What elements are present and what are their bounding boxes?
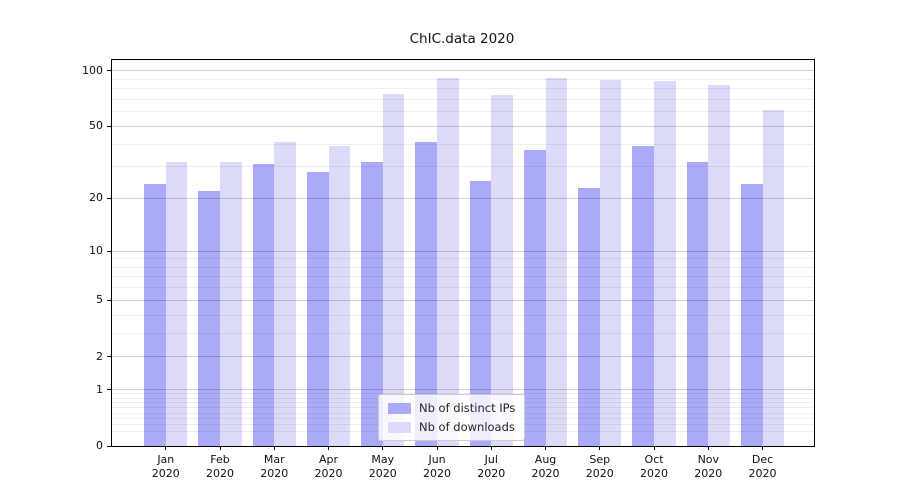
x-tick-label-dec: Dec 2020 xyxy=(748,453,777,480)
bar-downloads-apr xyxy=(328,146,351,446)
y-tick-label-20: 20 xyxy=(89,191,103,205)
bar-downloads-sep xyxy=(599,80,622,446)
bar-downloads-oct xyxy=(654,81,676,446)
x-tick-mark-aug xyxy=(545,446,547,450)
x-tick-mark-apr xyxy=(328,446,330,450)
y-tick-mark-20 xyxy=(107,197,111,199)
legend-swatch-distinct-ips xyxy=(388,402,411,414)
y-tick-label-100: 100 xyxy=(82,63,103,77)
y-tick-mark-2 xyxy=(107,356,111,358)
bar-ips-apr xyxy=(306,172,329,446)
plot-area: Nb of distinct IPs Nb of downloads xyxy=(111,59,815,447)
y-tick-mark-10 xyxy=(107,250,111,252)
y-tick-mark-100 xyxy=(107,70,111,72)
bar-downloads-jul xyxy=(491,95,513,446)
bar-ips-mar xyxy=(252,164,275,446)
bar-downloads-aug xyxy=(545,78,568,446)
y-tick-mark-1 xyxy=(107,389,111,391)
y-tick-label-10: 10 xyxy=(89,244,103,258)
x-tick-label-jan: Jan 2020 xyxy=(151,453,180,480)
legend-label-distinct-ips: Nb of distinct IPs xyxy=(419,401,516,415)
bar-downloads-feb xyxy=(220,161,242,446)
x-tick-mark-jan xyxy=(165,446,167,450)
x-tick-mark-feb xyxy=(219,446,221,450)
x-tick-mark-jul xyxy=(490,446,492,450)
x-tick-mark-mar xyxy=(273,446,275,450)
bar-ips-may xyxy=(361,161,383,446)
x-tick-label-oct: Oct 2020 xyxy=(640,453,669,480)
x-tick-label-may: May 2020 xyxy=(368,453,397,480)
bar-downloads-nov xyxy=(708,84,730,446)
bar-ips-jul xyxy=(469,181,492,446)
y-tick-mark-50 xyxy=(107,125,111,127)
bar-ips-feb xyxy=(198,191,221,446)
x-tick-label-jun: Jun 2020 xyxy=(423,453,452,480)
bar-ips-oct xyxy=(632,146,655,446)
bar-ips-nov xyxy=(686,161,709,446)
y-tick-mark-0 xyxy=(107,445,111,447)
bar-downloads-jan xyxy=(165,161,188,446)
y-tick-label-5: 5 xyxy=(96,293,103,307)
x-tick-label-jul: Jul 2020 xyxy=(477,453,506,480)
x-tick-label-aug: Aug 2020 xyxy=(531,453,560,480)
bar-downloads-jun xyxy=(437,77,459,446)
x-tick-mark-sep xyxy=(599,446,601,450)
x-tick-label-mar: Mar 2020 xyxy=(260,453,289,480)
legend-swatch-downloads xyxy=(388,421,411,433)
bar-ips-aug xyxy=(523,150,546,446)
bar-ips-jun xyxy=(415,142,438,446)
x-tick-label-sep: Sep 2020 xyxy=(585,453,614,480)
x-tick-label-nov: Nov 2020 xyxy=(694,453,723,480)
chart-title: ChIC.data 2020 xyxy=(409,31,515,47)
legend-entry-distinct-ips: Nb of distinct IPs xyxy=(388,401,515,415)
bars-layer xyxy=(112,60,814,446)
y-tick-label-50: 50 xyxy=(89,119,103,133)
legend-entry-downloads: Nb of downloads xyxy=(388,420,515,434)
bar-downloads-may xyxy=(382,93,405,446)
y-tick-label-0: 0 xyxy=(96,439,103,452)
y-tick-mark-5 xyxy=(107,299,111,301)
bar-ips-sep xyxy=(578,187,600,446)
y-tick-label-1: 1 xyxy=(96,382,103,396)
x-tick-mark-oct xyxy=(653,446,655,450)
x-tick-label-feb: Feb 2020 xyxy=(206,453,235,480)
bar-ips-jan xyxy=(144,184,166,446)
bar-downloads-dec xyxy=(762,110,785,446)
y-tick-label-2: 2 xyxy=(96,349,103,363)
legend-label-downloads: Nb of downloads xyxy=(419,420,515,434)
x-tick-mark-nov xyxy=(707,446,709,450)
legend: Nb of distinct IPs Nb of downloads xyxy=(378,394,526,441)
x-tick-mark-may xyxy=(382,446,384,450)
x-tick-mark-jun xyxy=(436,446,438,450)
bar-ips-dec xyxy=(740,184,763,446)
bar-downloads-mar xyxy=(274,142,296,446)
x-tick-label-apr: Apr 2020 xyxy=(314,453,343,480)
x-tick-mark-dec xyxy=(762,446,764,450)
